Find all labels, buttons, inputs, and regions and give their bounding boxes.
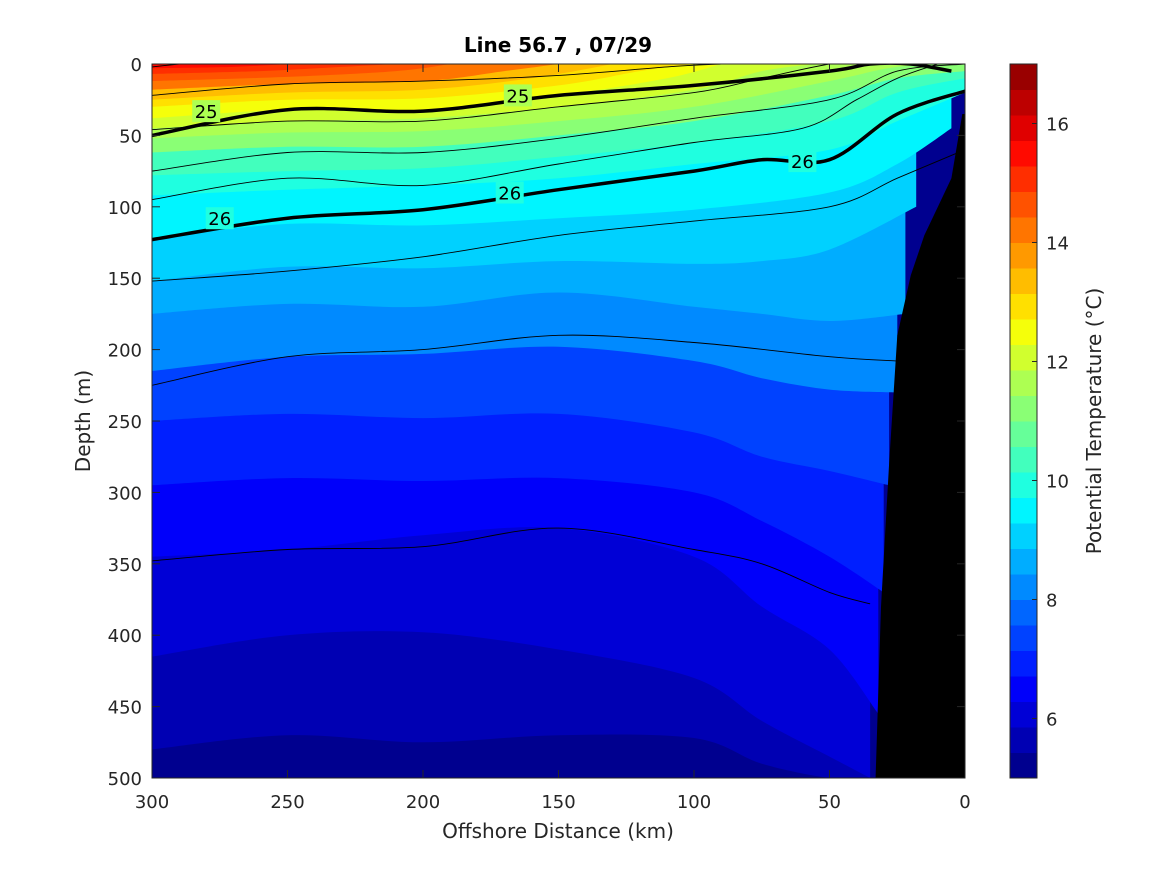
density-contour: [152, 64, 857, 131]
contour-label-background: [192, 100, 221, 123]
density-contour-label: 25: [503, 84, 532, 107]
x-tick-label: 0: [959, 792, 970, 813]
colorbar-bands: [1010, 64, 1037, 779]
y-tick-label: 200: [108, 341, 142, 362]
colorbar-band: [1010, 497, 1037, 524]
colorbar-tick-label: 14: [1046, 234, 1069, 255]
x-tick-label: 300: [135, 792, 169, 813]
y-tick-label: 150: [108, 269, 142, 290]
density-contour: [152, 149, 965, 282]
y-tick-label: 0: [131, 55, 142, 76]
colorbar-band: [1010, 472, 1037, 498]
contour-label-text: 26: [791, 152, 814, 173]
y-tick-label: 50: [119, 126, 142, 147]
colorbar-band: [1010, 701, 1037, 728]
temperature-band: [152, 64, 288, 69]
y-tick-label: 100: [108, 198, 142, 219]
contour-label-text: 25: [195, 102, 218, 123]
colorbar-band: [1010, 446, 1037, 473]
colorbar-tick-label: 6: [1046, 710, 1057, 731]
colorbar-band: [1010, 727, 1037, 753]
colorbar-band: [1010, 140, 1037, 167]
colorbar-band: [1010, 217, 1037, 243]
density-contour: [152, 527, 871, 605]
colorbar-band: [1010, 268, 1037, 294]
colorbar-band: [1010, 319, 1037, 345]
x-tick-label: 250: [270, 792, 304, 813]
contour-label-text: 25: [506, 86, 529, 107]
colorbar-band: [1010, 166, 1037, 192]
density-contour: [152, 64, 722, 96]
colorbar-band: [1010, 421, 1037, 447]
density-contour: [152, 64, 965, 172]
colorbar-band: [1010, 752, 1037, 779]
colorbar-band: [1010, 548, 1037, 575]
colorbar-tick-label: 8: [1046, 591, 1057, 612]
y-tick-label: 300: [108, 483, 142, 504]
contour-label-background: [495, 181, 524, 204]
y-tick-label: 400: [108, 626, 142, 647]
x-axis-label: Offshore Distance (km): [442, 819, 674, 843]
x-tick-label: 150: [541, 792, 575, 813]
density-contour: [152, 334, 898, 386]
colorbar-band: [1010, 370, 1037, 396]
density-contour-label: 26: [788, 150, 817, 173]
contour-label-background: [205, 207, 234, 230]
x-tick-label: 50: [818, 792, 841, 813]
temperature-filled-contours: [152, 64, 965, 778]
colorbar-band: [1010, 574, 1037, 600]
contour-plot-area: 25 25 26 26 26: [151, 63, 966, 779]
y-tick-label: 500: [108, 769, 142, 790]
contour-label-text: 26: [208, 209, 231, 230]
colorbar-tick-label: 10: [1046, 472, 1069, 493]
density-contour: [152, 64, 939, 201]
colorbar: 6 8 10 12 14 16 Potential Temperature (°C): [1009, 63, 1106, 779]
density-contour-label: 26: [495, 181, 524, 205]
contour-label-background: [788, 150, 817, 173]
density-contour-bold: [152, 89, 965, 242]
colorbar-band: [1010, 89, 1037, 116]
colorbar-band: [1010, 523, 1037, 549]
y-axis-label: Depth (m): [71, 370, 95, 472]
colorbar-band: [1010, 625, 1037, 651]
x-tick-label: 100: [677, 792, 711, 813]
y-axis-ticks: 0 50 100 150 200 250 300 350 400 450 500: [108, 55, 965, 790]
contour-label-text: 26: [498, 184, 521, 205]
colorbar-band: [1010, 115, 1037, 141]
seafloor-bathymetry: [875, 114, 965, 778]
colorbar-frame: [1009, 63, 1038, 779]
density-contour-label: 25: [192, 100, 221, 123]
x-tick-label: 200: [406, 792, 440, 813]
y-tick-label: 250: [108, 412, 142, 433]
chart-title: Line 56.7 , 07/29: [464, 33, 652, 57]
density-contour-label: 26: [205, 207, 234, 230]
colorbar-band: [1010, 293, 1037, 320]
colorbar-band: [1010, 395, 1037, 422]
x-axis-ticks: 300 250 200 150 100 50 0: [135, 64, 971, 813]
density-contour-labels: 25 25 26 26 26: [192, 84, 817, 230]
y-tick-label: 450: [108, 698, 142, 719]
colorbar-band: [1010, 242, 1037, 269]
colorbar-tick-label: 16: [1046, 115, 1069, 136]
density-contour-bold: [152, 64, 952, 138]
colorbar-band: [1010, 599, 1037, 626]
colorbar-band: [1010, 191, 1037, 218]
colorbar-band: [1010, 676, 1037, 702]
y-tick-label: 350: [108, 555, 142, 576]
density-contour-lines: [152, 64, 965, 605]
contour-label-background: [503, 84, 532, 107]
colorbar-band: [1010, 64, 1037, 90]
colorbar-band: [1010, 344, 1037, 371]
colorbar-label: Potential Temperature (°C): [1082, 288, 1106, 555]
colorbar-ticks: 6 8 10 12 14 16: [1032, 115, 1069, 731]
colorbar-tick-label: 12: [1046, 353, 1069, 374]
colorbar-band: [1010, 650, 1037, 677]
